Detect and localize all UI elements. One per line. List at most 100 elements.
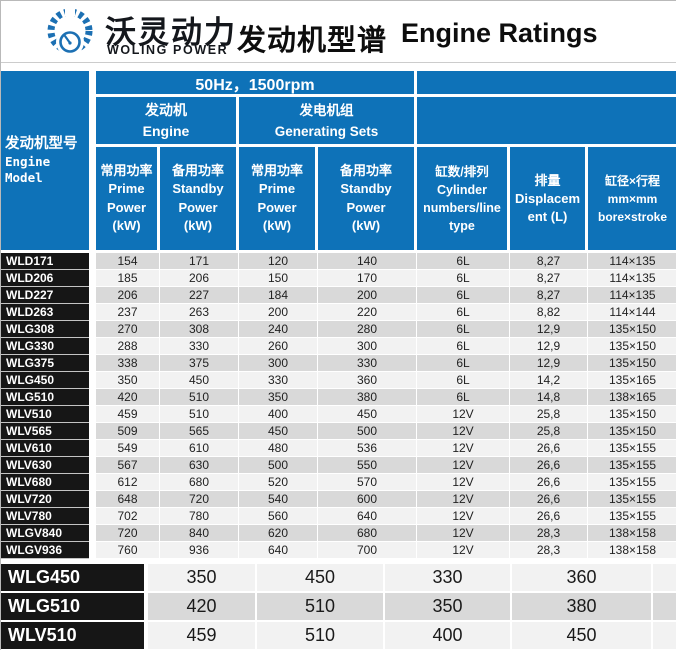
- model-cell: WLD206: [1, 270, 89, 287]
- model-cell: WLD263: [1, 304, 89, 321]
- value-cell: 8,82: [510, 304, 588, 321]
- value-cell: 184: [239, 287, 318, 304]
- value-cell: 206: [160, 270, 239, 287]
- value-cell: 8,27: [510, 253, 588, 270]
- value-cell: 220: [318, 304, 417, 321]
- value-cell: 536: [318, 440, 417, 457]
- page-title-english: Engine Ratings: [401, 18, 598, 48]
- value-cell: 135×150: [588, 355, 676, 372]
- header-blank-mid: [417, 97, 676, 147]
- value-cell: 270: [96, 321, 160, 338]
- header-engine-model-cn: 发动机型号: [5, 136, 78, 152]
- value-cell: 14,2: [510, 372, 588, 389]
- header-engine-model-en: Engine Model: [5, 154, 51, 185]
- value-cell: 6L: [417, 355, 510, 372]
- value-cell: 612: [96, 474, 160, 491]
- model-cell: WLG450: [1, 372, 89, 389]
- value-cell: 237: [96, 304, 160, 321]
- value-cell: 135×150: [588, 321, 676, 338]
- value-cell: 200: [318, 287, 417, 304]
- value-cell: 375: [160, 355, 239, 372]
- value-cell: 350: [96, 372, 160, 389]
- value-cell: 360: [318, 372, 417, 389]
- value-cell: 540: [239, 491, 318, 508]
- value-cell: 450: [160, 372, 239, 389]
- value-cell: 510: [160, 406, 239, 423]
- value-cell: 6L: [417, 372, 510, 389]
- summary-value-cell: 350: [385, 593, 512, 620]
- value-cell: 500: [318, 423, 417, 440]
- value-cell: 450: [239, 423, 318, 440]
- value-cell: 308: [160, 321, 239, 338]
- value-cell: 135×155: [588, 491, 676, 508]
- model-cell: WLG510: [1, 389, 89, 406]
- value-cell: 520: [239, 474, 318, 491]
- value-cell: 630: [160, 457, 239, 474]
- summary-model-cell: WLV510: [1, 622, 144, 649]
- summary-value-cell: 510: [257, 622, 385, 649]
- value-cell: 28,3: [510, 542, 588, 559]
- value-cell: 138×165: [588, 389, 676, 406]
- value-cell: 12,9: [510, 321, 588, 338]
- brand-name-chinese: 沃灵动力: [105, 15, 237, 50]
- value-cell: 620: [239, 525, 318, 542]
- value-cell: 12V: [417, 406, 510, 423]
- value-cell: 25,8: [510, 423, 588, 440]
- value-cell: 500: [239, 457, 318, 474]
- value-cell: 185: [96, 270, 160, 287]
- value-cell: 330: [160, 338, 239, 355]
- value-cell: 600: [318, 491, 417, 508]
- value-cell: 120: [239, 253, 318, 270]
- header-cylinder-numbers: 缸数/排列 Cylinder numbers/line type: [417, 147, 510, 253]
- gear-gauge-icon: [47, 6, 93, 56]
- summary-value-cell: 459: [148, 622, 257, 649]
- model-cell: WLV510: [1, 406, 89, 423]
- value-cell: 114×135: [588, 270, 676, 287]
- value-cell: 140: [318, 253, 417, 270]
- value-cell: 780: [160, 508, 239, 525]
- header-engine-model: 发动机型号 Engine Model: [1, 71, 89, 253]
- value-cell: 420: [96, 389, 160, 406]
- value-cell: 450: [318, 406, 417, 423]
- value-cell: 6L: [417, 270, 510, 287]
- model-cell: WLV610: [1, 440, 89, 457]
- value-cell: 640: [239, 542, 318, 559]
- value-cell: 6L: [417, 253, 510, 270]
- value-cell: 260: [239, 338, 318, 355]
- value-cell: 700: [318, 542, 417, 559]
- value-cell: 26,6: [510, 491, 588, 508]
- value-cell: 12,9: [510, 338, 588, 355]
- model-cell: WLV680: [1, 474, 89, 491]
- header-frequency: 50Hz，1500rpm: [96, 71, 417, 97]
- value-cell: 135×155: [588, 508, 676, 525]
- value-cell: 12V: [417, 491, 510, 508]
- value-cell: 12V: [417, 440, 510, 457]
- value-cell: 936: [160, 542, 239, 559]
- value-cell: 26,6: [510, 474, 588, 491]
- summary-value-cell: 420: [148, 593, 257, 620]
- model-cell: WLV780: [1, 508, 89, 525]
- header-group-engine: 发动机 Engine: [96, 97, 239, 147]
- value-cell: 840: [160, 525, 239, 542]
- summary-model-cell: WLG450: [1, 564, 144, 591]
- value-cell: 25,8: [510, 406, 588, 423]
- value-cell: 680: [160, 474, 239, 491]
- title-bar: 沃灵动力 WOLING POWER 发动机型谱 Engine Ratings: [1, 1, 676, 70]
- value-cell: 138×158: [588, 542, 676, 559]
- value-cell: 26,6: [510, 508, 588, 525]
- header-engine-standby-power: 备用功率 Standby Power (kW): [160, 147, 239, 253]
- value-cell: 14,8: [510, 389, 588, 406]
- value-cell: 12V: [417, 474, 510, 491]
- summary-model-cell: WLG510: [1, 593, 144, 620]
- value-cell: 6L: [417, 304, 510, 321]
- value-cell: 135×155: [588, 474, 676, 491]
- header-genset-prime-power: 常用功率 Prime Power (kW): [239, 147, 318, 253]
- value-cell: 114×144: [588, 304, 676, 321]
- value-cell: 300: [239, 355, 318, 372]
- value-cell: 567: [96, 457, 160, 474]
- brand-name-english: WOLING POWER: [107, 43, 229, 57]
- value-cell: 680: [318, 525, 417, 542]
- model-cell: WLGV840: [1, 525, 89, 542]
- value-cell: 720: [96, 525, 160, 542]
